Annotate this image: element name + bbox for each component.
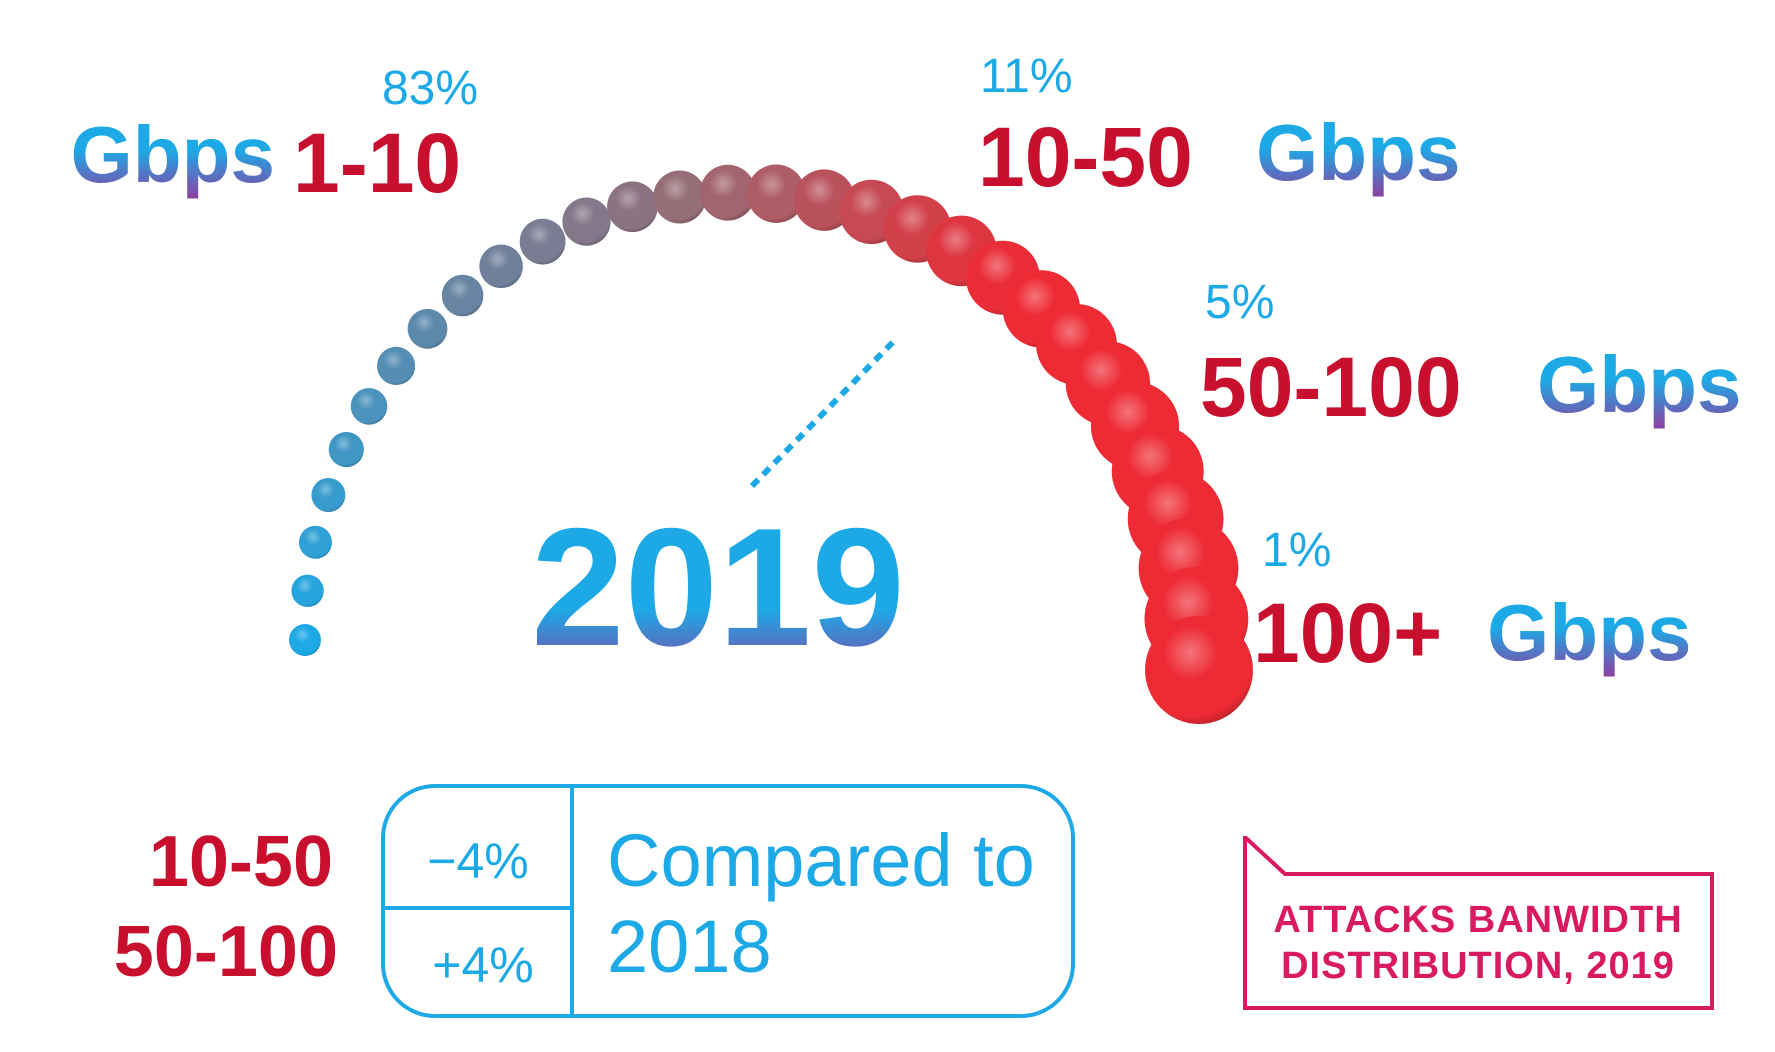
gauge-balls [289, 164, 1253, 724]
gauge-ball-shade [377, 346, 416, 385]
gauge-ball-shade [291, 574, 324, 607]
gauge-ball-shade [328, 431, 364, 468]
caption-line2: DISTRIBUTION, 2019 [1281, 945, 1675, 987]
unit-label-1-10: Gbps [71, 110, 275, 199]
value-label-100-plus: 1% [1262, 524, 1331, 577]
bin-label-100-plus: 100+ [1253, 586, 1442, 680]
unit-label-100-plus: Gbps [1487, 588, 1691, 677]
comparison-heading-line2: 2018 [607, 905, 772, 988]
comparison-delta-2: +4% [432, 937, 533, 993]
bin-label-10-50: 10-50 [978, 110, 1193, 204]
value-label-10-50: 11% [980, 50, 1073, 103]
unit-label-50-100: Gbps [1537, 340, 1741, 429]
gauge-ball-shade [562, 197, 611, 246]
gauge-ball-shade [653, 170, 707, 224]
comparison-range-2: 50-100 [114, 912, 338, 992]
unit-label-10-50: Gbps [1256, 108, 1460, 197]
comparison-heading-line1: Compared to [607, 819, 1035, 902]
year-label: 2019 [531, 493, 905, 681]
gauge-needle [749, 337, 898, 489]
gauge-ball-shade [299, 525, 332, 559]
gauge-ball-shade [350, 388, 388, 425]
bin-label-50-100: 50-100 [1200, 340, 1462, 434]
gauge-ball-shade [479, 244, 523, 289]
comparison-box [381, 784, 1075, 1018]
chart-caption: ATTACKS BANWIDTH DISTRIBUTION, 2019 [1243, 836, 1714, 1010]
gauge-ball-shade [607, 181, 658, 232]
gauge-ball-shade [519, 218, 566, 265]
gauge-ball-shade [311, 478, 346, 512]
comparison-delta-1: −4% [427, 833, 528, 889]
gauge-ball-shade [699, 164, 756, 221]
gauge-ball-shade [1145, 616, 1253, 724]
value-label-50-100: 5% [1205, 276, 1274, 329]
bin-label-1-10: 1-10 [293, 116, 461, 210]
comparison-panel: 10-50 50-100 −4% +4% Compared to 2018 [114, 784, 1075, 1018]
caption-line1: ATTACKS BANWIDTH [1273, 899, 1682, 941]
gauge-ball-shade [747, 164, 806, 223]
gauge-ball-shade [289, 624, 321, 656]
caption-frame [1243, 836, 1714, 1010]
gauge-ball-shade [407, 308, 448, 349]
comparison-range-1: 10-50 [149, 822, 333, 902]
value-label-1-10: 83% [382, 62, 478, 115]
gauge-ball-shade [441, 274, 484, 317]
